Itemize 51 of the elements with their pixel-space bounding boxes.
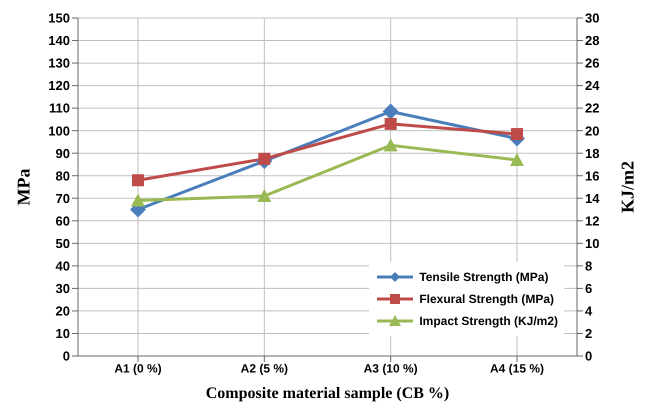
y2-tick-label: 10 (585, 236, 600, 251)
y2-tick-label: 20 (585, 123, 600, 138)
legend-label: Flexural Strength (MPa) (419, 292, 554, 306)
y-tick-label: 80 (56, 168, 70, 184)
point (258, 152, 270, 165)
y-tick-label: 30 (56, 281, 70, 296)
y-tick-label: 70 (56, 190, 70, 206)
point (511, 128, 523, 140)
y2-tick-label: 6 (585, 281, 592, 296)
x-axis-title: Composite material sample (CB %) (206, 385, 450, 402)
y-tick-label: 20 (56, 304, 70, 319)
legend-label: Tensile Strength (MPa) (419, 270, 548, 284)
y2-axis-title: KJ/m2 (617, 161, 638, 213)
point (382, 104, 399, 120)
y2-tick-label: 16 (585, 168, 600, 184)
y2-tick-label: 26 (585, 56, 600, 71)
y-tick-label: 140 (48, 33, 70, 48)
y-tick-label: 50 (56, 236, 70, 251)
y2-tick-label: 14 (585, 190, 600, 206)
y2-tick-label: 0 (585, 348, 592, 364)
point (384, 118, 397, 130)
x-tick-label: A3 (10 %) (364, 362, 418, 376)
x-tick-label: A2 (5 %) (240, 362, 288, 376)
y-tick-label: 60 (56, 213, 70, 228)
y-tick-label: 130 (48, 56, 70, 71)
y2-tick-label: 8 (585, 258, 592, 274)
y-tick-label: 100 (48, 123, 70, 138)
y2-tick-label: 4 (585, 304, 593, 319)
point (510, 152, 524, 166)
point (132, 174, 144, 186)
y2-tick-label: 2 (585, 326, 592, 342)
legend-label: Impact Strength (KJ/m2) (419, 314, 558, 328)
y2-tick-label: 24 (585, 78, 600, 94)
y2-tick-label: 12 (585, 213, 600, 228)
y-tick-label: 120 (48, 78, 70, 94)
y-tick-label: 40 (56, 258, 70, 274)
x-tick-label: A1 (0 %) (114, 362, 162, 376)
y-tick-label: 90 (56, 146, 70, 161)
y-axis-title: MPa (13, 168, 34, 206)
point (257, 189, 272, 202)
y-tick-label: 150 (48, 10, 70, 26)
y-tick-label: 10 (56, 326, 70, 342)
y-tick-label: 110 (49, 100, 70, 116)
point (384, 138, 398, 152)
x-tick-label: A4 (15 %) (490, 362, 544, 376)
y2-tick-label: 30 (585, 10, 600, 26)
y2-tick-label: 18 (585, 146, 600, 161)
y-tick-label: 0 (62, 348, 70, 364)
y2-tick-label: 28 (585, 33, 600, 48)
y2-tick-label: 22 (585, 100, 600, 116)
point (131, 194, 145, 207)
